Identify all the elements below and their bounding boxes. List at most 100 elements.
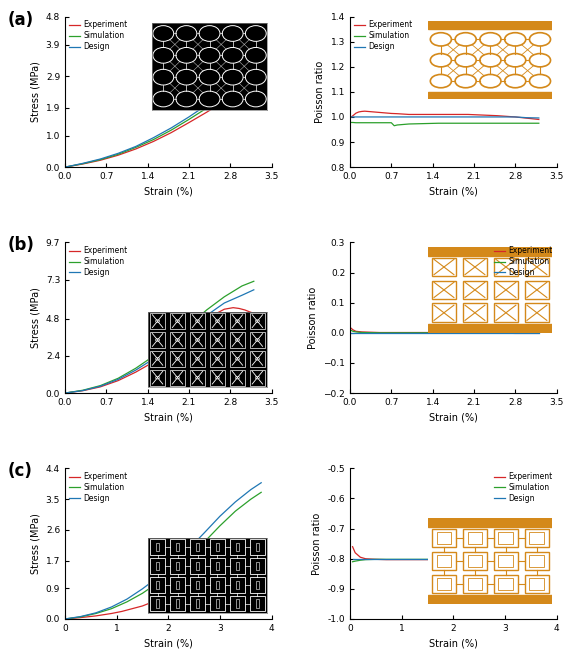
Simulation: [79, 160, 86, 167]
Simulation: [185, 322, 192, 330]
Experiment: [494, 329, 501, 337]
Y-axis label: Poisson ratio: Poisson ratio: [315, 61, 325, 123]
Experiment: [536, 330, 542, 338]
Simulation: [77, 613, 84, 621]
Experiment: [185, 118, 192, 126]
Simulation: [536, 328, 542, 336]
Design: [250, 72, 257, 80]
Simulation: [115, 150, 121, 158]
Design: [406, 329, 412, 337]
Design: [168, 342, 175, 350]
Design: [464, 113, 471, 121]
Design: [221, 299, 228, 307]
Experiment: [348, 324, 355, 332]
Simulation: [524, 119, 531, 127]
Experiment: [139, 602, 146, 610]
Experiment: [150, 358, 157, 366]
Experiment: [398, 555, 405, 563]
Legend: Experiment, Simulation, Design: Experiment, Simulation, Design: [354, 21, 412, 51]
Simulation: [398, 555, 405, 563]
Simulation: [406, 329, 412, 337]
Experiment: [494, 112, 501, 120]
Experiment: [250, 77, 257, 85]
Experiment: [388, 109, 395, 117]
Design: [216, 512, 223, 520]
Text: (c): (c): [7, 462, 32, 481]
Simulation: [247, 495, 254, 503]
Simulation: [517, 555, 524, 563]
Design: [115, 375, 121, 383]
Simulation: [185, 553, 192, 561]
Experiment: [253, 542, 259, 549]
Simulation: [362, 555, 369, 563]
Experiment: [524, 115, 531, 122]
Design: [97, 155, 104, 163]
Design: [435, 113, 442, 121]
Experiment: [201, 573, 208, 581]
Experiment: [406, 111, 412, 118]
Simulation: [124, 598, 131, 606]
Simulation: [435, 329, 442, 337]
Simulation: [258, 489, 264, 496]
Simulation: [358, 118, 365, 126]
Design: [450, 555, 457, 563]
Experiment: [543, 555, 550, 563]
Experiment: [364, 107, 371, 115]
Experiment: [350, 326, 357, 334]
Experiment: [79, 387, 86, 395]
Design: [203, 101, 210, 109]
Design: [115, 150, 121, 158]
Design: [502, 555, 509, 563]
Simulation: [203, 104, 210, 112]
Experiment: [62, 163, 68, 171]
Experiment: [232, 554, 239, 562]
Experiment: [79, 160, 86, 168]
Experiment: [132, 368, 139, 376]
Simulation: [524, 328, 531, 336]
Design: [376, 329, 383, 337]
Experiment: [62, 389, 68, 397]
Experiment: [358, 107, 365, 115]
Simulation: [353, 328, 359, 336]
Simulation: [435, 119, 442, 127]
X-axis label: Strain (%): Strain (%): [144, 187, 193, 197]
Experiment: [170, 589, 177, 597]
Design: [435, 329, 442, 337]
Design: [232, 498, 239, 506]
Line: Experiment: Experiment: [65, 308, 254, 393]
Design: [536, 114, 542, 122]
Experiment: [424, 555, 431, 563]
Simulation: [250, 73, 257, 81]
Experiment: [353, 109, 359, 117]
Simulation: [62, 163, 68, 171]
Experiment: [370, 108, 377, 116]
Experiment: [355, 108, 362, 116]
Simulation: [376, 118, 383, 126]
Simulation: [238, 79, 245, 87]
Line: Experiment: Experiment: [351, 328, 539, 334]
Design: [150, 355, 157, 363]
Simulation: [168, 338, 175, 346]
Experiment: [236, 305, 242, 312]
Simulation: [150, 352, 157, 360]
Design: [93, 609, 99, 617]
Legend: Experiment, Simulation, Design: Experiment, Simulation, Design: [494, 472, 553, 503]
Experiment: [348, 113, 355, 121]
Design: [238, 76, 245, 84]
Simulation: [464, 119, 471, 127]
Design: [512, 329, 519, 337]
Experiment: [108, 610, 115, 618]
Experiment: [435, 328, 442, 336]
X-axis label: Strain (%): Strain (%): [429, 638, 477, 648]
Text: (b): (b): [7, 236, 34, 254]
X-axis label: Strain (%): Strain (%): [144, 638, 193, 648]
Simulation: [139, 589, 146, 597]
Design: [221, 89, 228, 97]
Experiment: [394, 110, 401, 118]
Experiment: [450, 555, 457, 563]
Experiment: [517, 555, 524, 563]
Line: Simulation: Simulation: [65, 493, 261, 619]
Experiment: [150, 138, 157, 146]
Simulation: [476, 555, 483, 563]
Design: [250, 286, 257, 294]
